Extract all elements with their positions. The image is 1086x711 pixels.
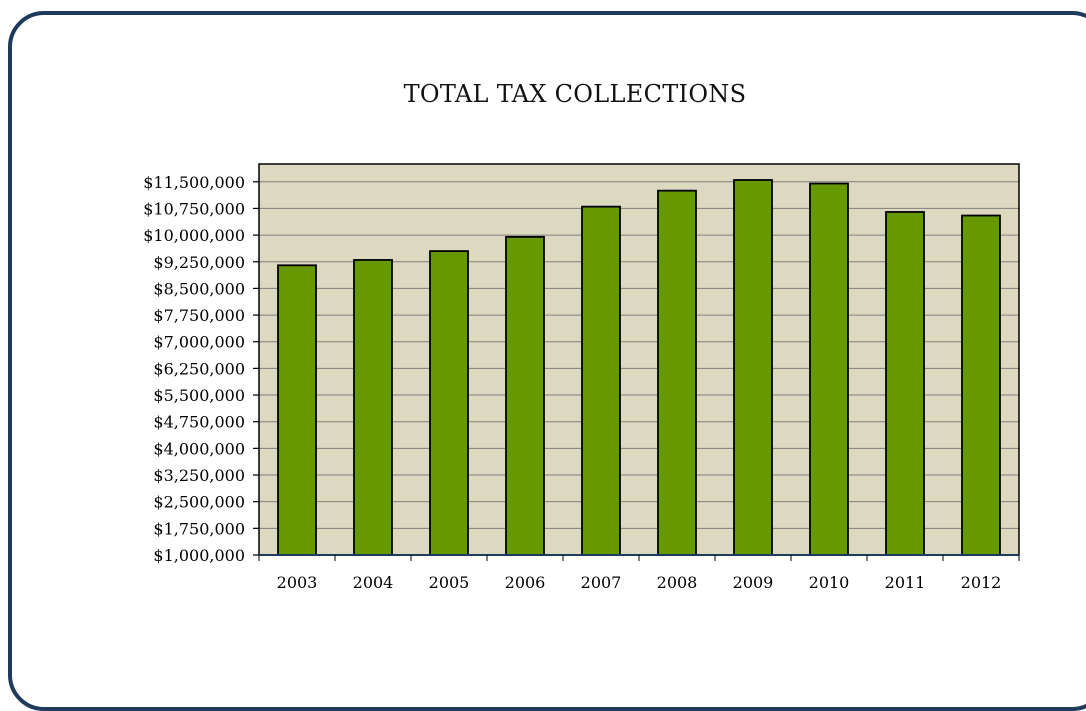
chart-title: TOTAL TAX COLLECTIONS [403, 80, 747, 108]
x-tick-label: 2011 [885, 573, 926, 592]
y-tick-label: $4,000,000 [153, 439, 245, 458]
bar-2009 [733, 179, 773, 556]
y-tick-label: $3,250,000 [153, 466, 245, 485]
bar-2010 [809, 182, 849, 556]
y-tick-label: $1,000,000 [153, 546, 245, 565]
x-tick-label: 2009 [733, 573, 774, 592]
y-tick-label: $6,250,000 [153, 359, 245, 378]
y-tick-label: $8,500,000 [153, 279, 245, 298]
x-tick-label: 2010 [809, 573, 850, 592]
bar-2004 [353, 259, 393, 556]
bar-2011 [885, 211, 925, 556]
x-tick-label: 2004 [353, 573, 394, 592]
y-tick-label: $7,750,000 [153, 306, 245, 325]
y-tick-label: $4,750,000 [153, 413, 245, 432]
x-tick-label: 2005 [429, 573, 470, 592]
y-tick-label: $9,250,000 [153, 253, 245, 272]
x-tick-label: 2003 [277, 573, 318, 592]
bar-2012 [961, 214, 1001, 556]
y-tick-label: $2,500,000 [153, 493, 245, 512]
bar-2005 [429, 250, 469, 556]
x-tick-label: 2008 [657, 573, 698, 592]
bar-2008 [657, 189, 697, 556]
y-tick-label: $10,000,000 [143, 226, 245, 245]
y-tick-label: $10,750,000 [143, 199, 245, 218]
bar-2006 [505, 235, 545, 556]
y-tick-label: $7,000,000 [153, 333, 245, 352]
x-tick-label: 2012 [961, 573, 1002, 592]
bar-2007 [581, 205, 621, 556]
y-tick-label: $11,500,000 [143, 173, 245, 192]
y-tick-label: $5,500,000 [153, 386, 245, 405]
x-tick-label: 2007 [581, 573, 622, 592]
x-tick-label: 2006 [505, 573, 546, 592]
bar-2003 [277, 264, 317, 556]
y-tick-label: $1,750,000 [153, 519, 245, 538]
chart-area: $1,000,000 $1,750,000 $2,500,000 $3,250,000… [143, 163, 1020, 592]
